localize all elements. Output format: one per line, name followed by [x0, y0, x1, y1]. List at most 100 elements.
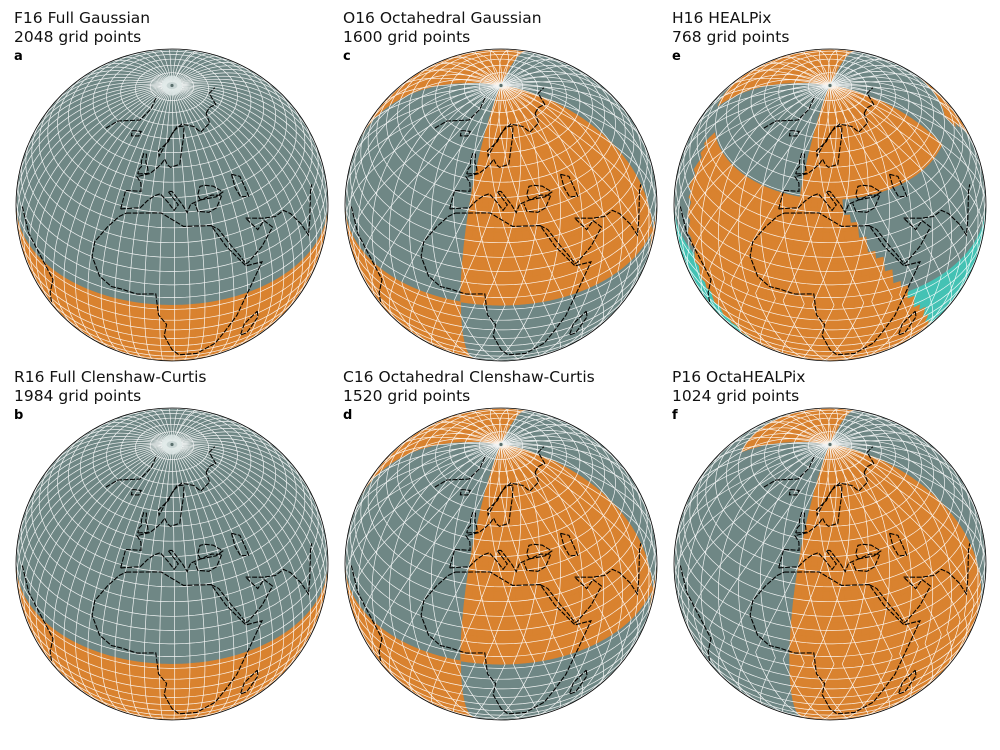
coastline [21, 206, 54, 303]
coastline [888, 532, 908, 557]
coastline [137, 511, 149, 534]
coastline [778, 549, 881, 573]
coastlines [350, 446, 642, 715]
coastline [778, 472, 869, 569]
coastline [21, 565, 54, 662]
pole-dot [499, 442, 503, 447]
coastline [230, 532, 250, 557]
panel-title: F16 Full Gaussian [14, 9, 151, 27]
coastline [105, 96, 158, 129]
coastline [91, 212, 263, 356]
grid-lines [16, 408, 328, 720]
panel-a: F16 Full Gaussian 2048 grid points a [14, 9, 344, 369]
panel-c: O16 Octahedral Gaussian 1600 grid points… [343, 9, 673, 369]
coastline [205, 87, 217, 114]
coastlines [21, 87, 313, 356]
coastline [903, 184, 971, 237]
globe-surface [16, 49, 328, 361]
coastline [539, 217, 603, 265]
panel-title: P16 OctaHEALPix [672, 368, 806, 386]
coastline [420, 571, 592, 715]
coastline [679, 565, 712, 662]
grid-lines [674, 408, 986, 720]
coastline [897, 310, 917, 336]
coastline [749, 212, 921, 356]
panel-e: H16 HEALPix 768 grid points e [672, 9, 1000, 369]
coastline [763, 96, 816, 129]
panel-d: C16 Octahedral Clenshaw-Curtis 1520 grid… [343, 368, 673, 728]
panel-letter: a [14, 49, 23, 64]
coastline [197, 184, 224, 201]
panel-subtitle: 768 grid points [672, 28, 790, 46]
globe-surface [674, 49, 986, 361]
coastline [795, 152, 807, 175]
coastline [466, 511, 478, 534]
panel-b: R16 Full Clenshaw-Curtis 1984 grid point… [14, 368, 344, 728]
globe-surface [674, 408, 986, 720]
panel-subtitle: 1024 grid points [672, 387, 800, 405]
coastline [855, 184, 882, 201]
coastlines [21, 446, 313, 715]
coastline [863, 87, 875, 114]
panel-subtitle: 1520 grid points [343, 387, 471, 405]
coastline [897, 669, 917, 695]
coastline [778, 190, 881, 214]
coastline [788, 488, 801, 496]
panel-subtitle: 1600 grid points [343, 28, 471, 46]
pole-dot [828, 442, 832, 447]
panel-subtitle: 2048 grid points [14, 28, 142, 46]
coastline [534, 446, 546, 473]
globe-outline [15, 407, 329, 721]
coastline [795, 511, 807, 534]
coastline [459, 129, 472, 137]
coastline [459, 488, 472, 496]
panel-subtitle: 1984 grid points [14, 387, 142, 405]
pole-dot [499, 83, 503, 88]
globe-outline [15, 48, 329, 362]
panel-title: H16 HEALPix [672, 9, 772, 27]
panel-f: P16 OctaHEALPix 1024 grid points f [672, 368, 1000, 728]
coastline [855, 543, 882, 560]
coastline [863, 446, 875, 473]
panel-letter: b [14, 408, 24, 423]
coastline [120, 472, 211, 569]
coastline [449, 190, 552, 214]
coastline [574, 184, 642, 237]
coastline [539, 576, 603, 624]
coastline [868, 217, 932, 265]
coastline [868, 576, 932, 624]
coastline [120, 549, 223, 573]
coastline [105, 455, 158, 488]
coastline [466, 152, 478, 175]
globe-surface [345, 49, 657, 361]
coastline [763, 455, 816, 488]
globe-octahedral-clenshaw-curtis [344, 407, 658, 721]
coastline [120, 113, 211, 210]
coastline [679, 206, 712, 303]
coastline [130, 488, 143, 496]
coastline [434, 455, 487, 488]
globe-octahedral-gaussian [344, 48, 658, 362]
coastline [449, 549, 552, 573]
coastline [449, 472, 540, 569]
globe-outline [673, 407, 987, 721]
coastline [749, 571, 921, 715]
coastline [420, 212, 592, 356]
coastlines [679, 87, 971, 356]
coastline [120, 190, 223, 214]
globe-healpix [673, 48, 987, 362]
coastline [245, 543, 313, 596]
coastline [534, 87, 546, 114]
globe-surface [16, 408, 328, 720]
coastline [239, 310, 259, 336]
coastline [210, 217, 274, 265]
coastline [350, 206, 383, 303]
panel-title: O16 Octahedral Gaussian [343, 9, 542, 27]
coastline [568, 669, 588, 695]
panel-letter: f [672, 408, 678, 423]
coastline [574, 543, 642, 596]
coastline [778, 113, 869, 210]
coastline [559, 173, 579, 198]
globe-surface [345, 408, 657, 720]
coastline [434, 96, 487, 129]
